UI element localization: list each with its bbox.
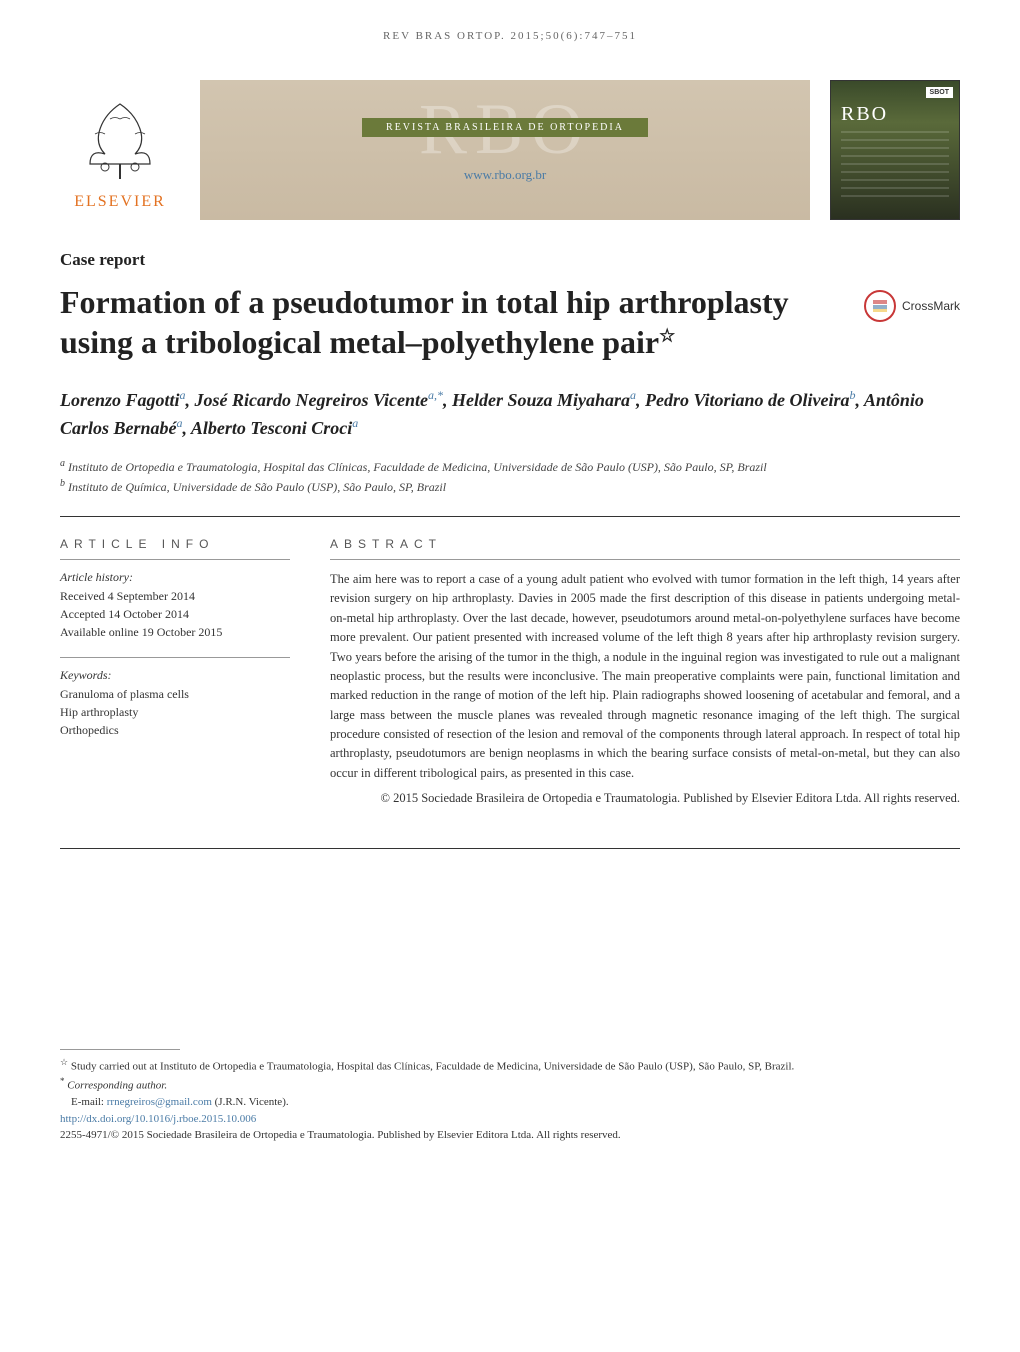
crossmark-badge[interactable]: CrossMark bbox=[864, 290, 960, 322]
affil-text: Instituto de Ortopedia e Traumatologia, … bbox=[68, 460, 767, 474]
author-name: José Ricardo Negreiros Vicente bbox=[195, 390, 428, 410]
history-online: Available online 19 October 2015 bbox=[60, 623, 290, 641]
cover-badge: SBOT bbox=[926, 87, 953, 98]
authors-list: Lorenzo Fagottia, José Ricardo Negreiros… bbox=[60, 386, 960, 442]
author-affil-sup: a bbox=[177, 416, 183, 430]
keyword-item: Granuloma of plasma cells bbox=[60, 685, 290, 703]
study-footnote: ☆ Study carried out at Instituto de Orto… bbox=[60, 1056, 960, 1075]
affil-text: Instituto de Química, Universidade de Sã… bbox=[68, 480, 446, 494]
author-affil-sup: a bbox=[352, 416, 358, 430]
issn-copyright: 2255-4971/© 2015 Sociedade Brasileira de… bbox=[60, 1127, 960, 1144]
divider bbox=[60, 657, 290, 658]
elsevier-tree-icon bbox=[70, 89, 170, 189]
header-banner: ELSEVIER RBO REVISTA BRASILEIRA DE ORTOP… bbox=[60, 80, 960, 220]
keyword-item: Orthopedics bbox=[60, 721, 290, 739]
cover-text-lines bbox=[841, 131, 949, 203]
journal-cover-thumbnail: SBOT RBO bbox=[830, 80, 960, 220]
article-info-heading: article info bbox=[60, 537, 290, 551]
copyright-text: © 2015 Sociedade Brasileira de Ortopedia… bbox=[330, 789, 960, 808]
divider bbox=[60, 516, 960, 517]
author-name: Pedro Vitoriano de Oliveira bbox=[645, 390, 850, 410]
footnote-star-icon: ☆ bbox=[60, 1057, 68, 1067]
doi-link[interactable]: http://dx.doi.org/10.1016/j.rboe.2015.10… bbox=[60, 1111, 960, 1128]
abstract-heading: abstract bbox=[330, 537, 960, 551]
elsevier-label: ELSEVIER bbox=[74, 193, 166, 211]
elsevier-logo: ELSEVIER bbox=[60, 80, 180, 220]
footnote-star-icon: * bbox=[60, 1076, 65, 1086]
history-accepted: Accepted 14 October 2014 bbox=[60, 605, 290, 623]
divider bbox=[330, 559, 960, 560]
author-affil-sup: a bbox=[180, 388, 186, 402]
journal-banner-center: RBO REVISTA BRASILEIRA DE ORTOPEDIA www.… bbox=[200, 80, 810, 220]
cover-rbo-text: RBO bbox=[841, 103, 888, 126]
email-link[interactable]: rrnegreiros@gmail.com bbox=[107, 1096, 212, 1108]
footnote-divider bbox=[60, 1049, 180, 1050]
affil-sup: a bbox=[60, 458, 65, 469]
affiliations: a Instituto de Ortopedia e Traumatologia… bbox=[60, 456, 960, 496]
affiliation-item: b Instituto de Química, Universidade de … bbox=[60, 476, 960, 496]
affiliation-item: a Instituto de Ortopedia e Traumatologia… bbox=[60, 456, 960, 476]
title-text: Formation of a pseudotumor in total hip … bbox=[60, 284, 789, 360]
author-affil-sup: b bbox=[850, 388, 856, 402]
email-author: (J.R.N. Vicente). bbox=[212, 1096, 289, 1108]
author-name: Alberto Tesconi Croci bbox=[191, 418, 352, 438]
email-label: E-mail: bbox=[71, 1096, 107, 1108]
title-footnote-star: ☆ bbox=[659, 325, 675, 345]
author-name: Lorenzo Fagotti bbox=[60, 390, 180, 410]
study-note-text: Study carried out at Instituto de Ortope… bbox=[71, 1061, 794, 1073]
revista-title-bar: REVISTA BRASILEIRA DE ORTOPEDIA bbox=[362, 118, 648, 137]
history-label: Article history: bbox=[60, 570, 290, 585]
journal-url[interactable]: www.rbo.org.br bbox=[464, 167, 546, 183]
divider bbox=[60, 848, 960, 849]
keywords-label: Keywords: bbox=[60, 668, 290, 683]
running-head: REV BRAS ORTOP. 2015;50(6):747–751 bbox=[60, 30, 960, 50]
history-received: Received 4 September 2014 bbox=[60, 587, 290, 605]
divider bbox=[60, 559, 290, 560]
crossmark-icon bbox=[864, 290, 896, 322]
abstract-text: The aim here was to report a case of a y… bbox=[330, 570, 960, 783]
affil-sup: b bbox=[60, 478, 65, 489]
author-name: Helder Souza Miyahara bbox=[452, 390, 630, 410]
corresponding-label: Corresponding author. bbox=[67, 1080, 167, 1092]
article-info-column: article info Article history: Received 4… bbox=[60, 537, 290, 808]
author-affil-sup: a bbox=[630, 388, 636, 402]
keyword-item: Hip arthroplasty bbox=[60, 703, 290, 721]
footer: ☆ Study carried out at Instituto de Orto… bbox=[60, 1049, 960, 1144]
section-label: Case report bbox=[60, 250, 960, 270]
article-title: Formation of a pseudotumor in total hip … bbox=[60, 282, 824, 362]
author-affil-sup: a,* bbox=[428, 388, 443, 402]
corresponding-author: * Corresponding author. bbox=[60, 1075, 960, 1094]
crossmark-label: CrossMark bbox=[902, 299, 960, 313]
abstract-column: abstract The aim here was to report a ca… bbox=[330, 537, 960, 808]
email-line: E-mail: rrnegreiros@gmail.com (J.R.N. Vi… bbox=[60, 1094, 960, 1111]
